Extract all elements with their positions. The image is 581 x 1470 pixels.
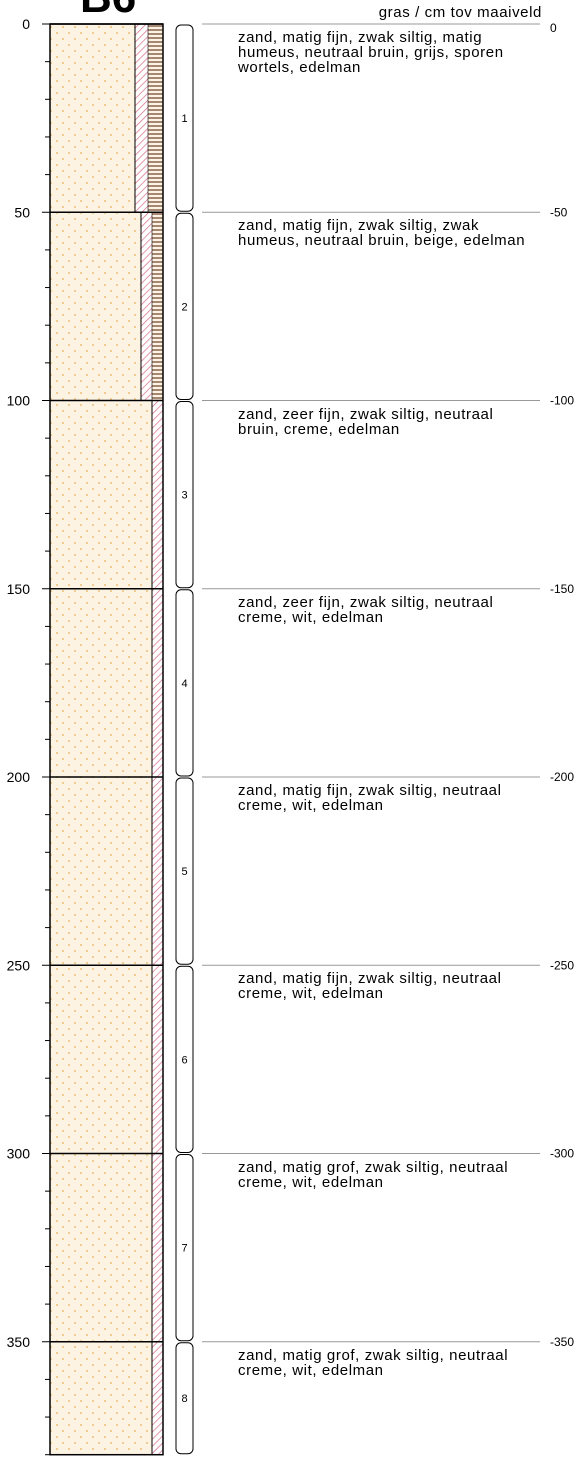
layer-number-box — [175, 777, 194, 965]
depth-tick-label: 50 — [14, 204, 30, 220]
depth-tick-label: 150 — [7, 581, 31, 597]
layer-number: 1 — [181, 113, 187, 125]
layer-description: zand, zeer fijn, zwak siltig, neutraal b… — [238, 405, 494, 438]
depth-tick-label: 350 — [7, 1334, 31, 1350]
layer-description: zand, matig fijn, zwak siltig, neutraal … — [238, 970, 502, 1003]
silt-hatch-layer-1 — [135, 24, 148, 213]
layer-description: zand, matig grof, zwak siltig, neutraal … — [238, 1158, 509, 1191]
layer-number-box — [175, 1342, 194, 1455]
depth-tick-label: 100 — [7, 393, 31, 409]
depth-tick-label: 200 — [7, 769, 31, 785]
layer-number-box — [175, 24, 194, 212]
silt-hatch-layer-5 — [152, 777, 163, 966]
layer-top-depth-label: -150 — [550, 582, 574, 596]
layer-number: 3 — [181, 490, 187, 502]
silt-hatch-layer-3 — [152, 400, 163, 589]
layer-top-depth-label: -50 — [550, 205, 568, 219]
layer-number: 5 — [181, 866, 187, 878]
layer-top-depth-label: -300 — [550, 1147, 574, 1161]
layer-number: 2 — [181, 301, 187, 313]
layer-number-box — [175, 212, 194, 400]
layer-number-box — [175, 589, 194, 777]
silt-hatch-layer-6 — [152, 965, 163, 1154]
layer-number: 6 — [181, 1054, 187, 1066]
layer-number-box — [175, 965, 194, 1153]
silt-hatch-layer-2 — [141, 212, 152, 401]
borehole-title: B6 — [80, 0, 136, 22]
silt-hatch-layer-7 — [152, 1153, 163, 1342]
layer-description: zand, matig fijn, zwak siltig, matig hum… — [238, 29, 504, 76]
layer-description: zand, zeer fijn, zwak siltig, neutraal c… — [238, 593, 494, 626]
surface-label: gras / cm tov maaiveld — [378, 4, 542, 21]
layer-top-depth-label: -100 — [550, 394, 574, 408]
layer-number: 4 — [181, 678, 187, 690]
layer-number-box — [175, 401, 194, 589]
silt-hatch-layer-8 — [152, 1341, 163, 1455]
layer-description: zand, matig fijn, zwak siltig, zwak hume… — [238, 217, 526, 250]
layer-top-depth-label: -200 — [550, 770, 574, 784]
layer-top-depth-label: 0 — [550, 21, 557, 35]
layer-number-box — [175, 1154, 194, 1342]
silt-hatch-layer-4 — [152, 588, 163, 777]
depth-tick-label: 0 — [22, 16, 30, 32]
layer-number: 8 — [181, 1393, 187, 1405]
depth-tick-label: 250 — [7, 957, 31, 973]
humus-hatch-layer-1 — [148, 24, 163, 213]
layer-top-depth-label: -250 — [550, 958, 574, 972]
layer-top-depth-label: -350 — [550, 1335, 574, 1349]
layer-number: 7 — [181, 1243, 187, 1255]
layer-description: zand, matig grof, zwak siltig, neutraal … — [238, 1346, 509, 1379]
layer-description: zand, matig fijn, zwak siltig, neutraal … — [238, 782, 502, 814]
humus-hatch-layer-2 — [152, 212, 163, 401]
depth-tick-label: 300 — [7, 1146, 31, 1162]
